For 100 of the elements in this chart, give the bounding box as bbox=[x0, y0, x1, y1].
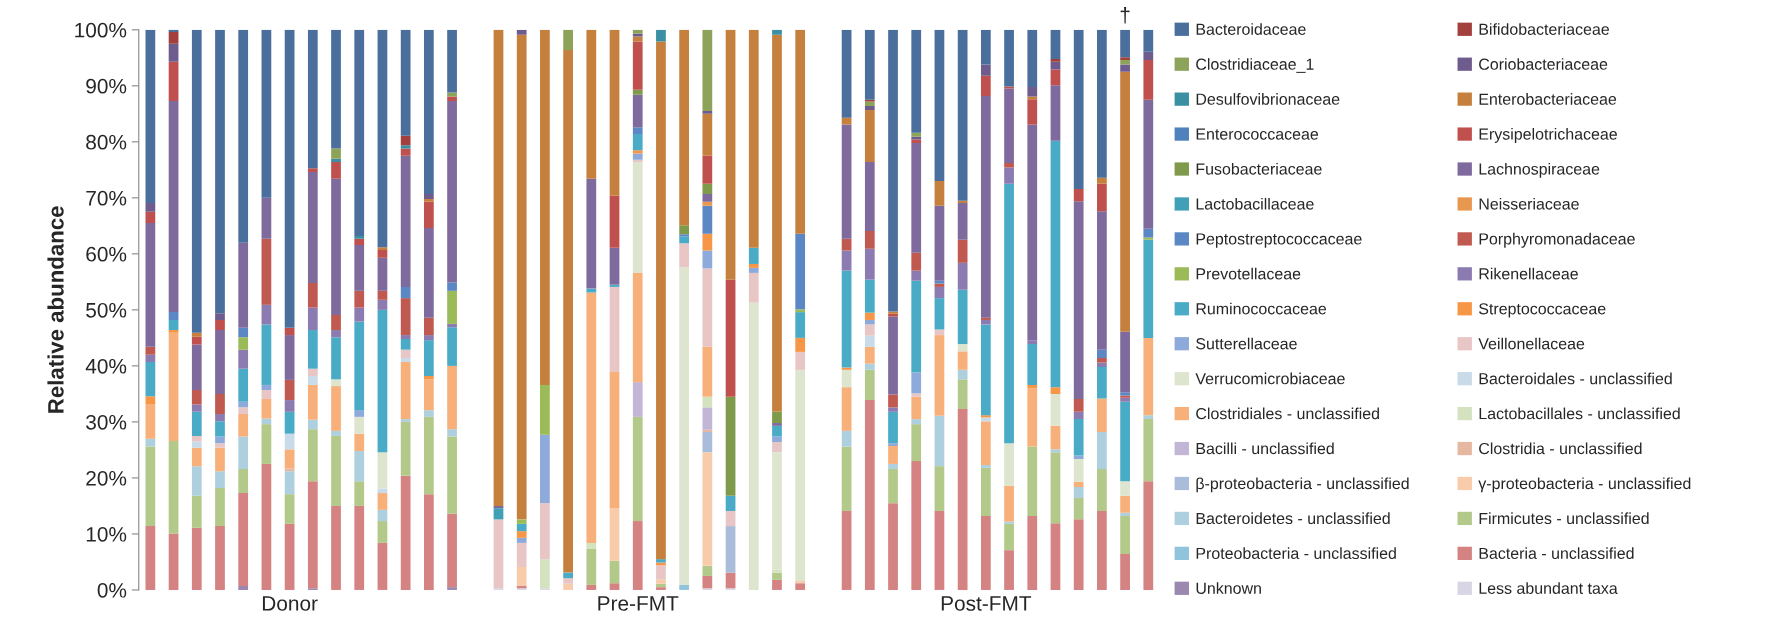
bar bbox=[1050, 425, 1061, 450]
bar bbox=[238, 327, 249, 338]
bar bbox=[702, 111, 713, 114]
bar bbox=[1143, 337, 1154, 416]
bar bbox=[516, 542, 527, 567]
bar bbox=[748, 247, 759, 264]
bar bbox=[191, 441, 202, 448]
bar bbox=[609, 560, 620, 584]
bar bbox=[1004, 443, 1014, 486]
bar bbox=[679, 234, 690, 237]
bar bbox=[516, 537, 527, 543]
bar bbox=[516, 34, 527, 520]
bar bbox=[957, 344, 968, 352]
bar bbox=[377, 249, 388, 258]
bar bbox=[702, 268, 713, 347]
legend-label: β-proteobacteria - unclassified bbox=[1196, 477, 1409, 493]
bar bbox=[609, 195, 620, 248]
bar bbox=[447, 29, 457, 93]
bar bbox=[354, 238, 365, 245]
bar bbox=[377, 452, 388, 489]
legend-label: Erysipelotrichaceae bbox=[1479, 128, 1617, 143]
bar bbox=[725, 29, 736, 280]
bar bbox=[1073, 29, 1084, 189]
bar bbox=[1050, 29, 1061, 59]
bar bbox=[215, 313, 225, 320]
bar bbox=[540, 29, 550, 385]
bar bbox=[516, 523, 527, 532]
bar bbox=[864, 324, 875, 336]
bar bbox=[957, 351, 968, 370]
bar bbox=[888, 503, 898, 590]
bar bbox=[632, 127, 643, 134]
bar bbox=[331, 430, 341, 436]
bar bbox=[888, 407, 898, 412]
bar bbox=[725, 510, 736, 527]
bar bbox=[563, 578, 573, 584]
legend-label: Bifidobacteriaceae bbox=[1479, 23, 1609, 35]
bar bbox=[191, 389, 202, 405]
bar bbox=[354, 416, 365, 434]
bar bbox=[632, 94, 643, 128]
legend-label: Bacilli - unclassified bbox=[1196, 442, 1334, 455]
bar bbox=[586, 292, 597, 543]
bar bbox=[980, 415, 991, 418]
bar bbox=[864, 162, 875, 231]
bar bbox=[795, 309, 806, 313]
bar bbox=[702, 205, 713, 234]
legend-label: Clostridia - unclassified bbox=[1479, 442, 1642, 455]
legend-label: Lachnospiraceae bbox=[1479, 162, 1600, 178]
y-tick-label: 20% bbox=[86, 470, 127, 486]
bar bbox=[1027, 124, 1038, 341]
legend-label: Neisseriaceae bbox=[1479, 197, 1579, 210]
bar bbox=[864, 369, 875, 401]
legend-label: Lactobacillaceae bbox=[1196, 197, 1314, 210]
bar bbox=[423, 228, 434, 318]
bar bbox=[1004, 485, 1014, 522]
bar bbox=[1097, 177, 1107, 184]
bar bbox=[238, 586, 249, 590]
bar bbox=[238, 407, 249, 415]
bar bbox=[911, 393, 922, 397]
bar bbox=[1097, 349, 1107, 359]
bar bbox=[307, 29, 318, 169]
y-tick-label: 90% bbox=[86, 78, 127, 94]
bar bbox=[145, 361, 156, 397]
bar bbox=[632, 150, 643, 154]
legend-label: Rikenellaceae bbox=[1479, 267, 1578, 280]
bar bbox=[284, 523, 295, 590]
bar bbox=[1073, 455, 1084, 459]
bar bbox=[191, 527, 202, 590]
bar bbox=[772, 34, 782, 412]
bar bbox=[238, 349, 249, 369]
bar bbox=[331, 435, 341, 506]
bar bbox=[331, 158, 341, 162]
bar bbox=[911, 372, 922, 394]
y-tick-label: 100% bbox=[75, 22, 127, 38]
bar bbox=[1143, 415, 1154, 420]
bar bbox=[1120, 512, 1130, 517]
bar bbox=[168, 43, 179, 62]
bar bbox=[377, 257, 388, 291]
bar bbox=[191, 447, 202, 467]
bar bbox=[215, 319, 225, 331]
bar bbox=[911, 419, 922, 425]
bar bbox=[168, 312, 179, 320]
bar bbox=[795, 583, 806, 590]
bar bbox=[307, 368, 318, 376]
bar bbox=[957, 200, 968, 203]
legend-label: Bacteroidales - unclassified bbox=[1479, 372, 1672, 385]
bar bbox=[1004, 521, 1014, 524]
bar bbox=[447, 436, 457, 514]
bar bbox=[934, 510, 945, 590]
bar bbox=[656, 41, 666, 560]
bar bbox=[354, 29, 365, 236]
bar bbox=[934, 286, 945, 299]
bar bbox=[632, 382, 643, 417]
bar bbox=[632, 521, 643, 590]
bar bbox=[261, 424, 272, 464]
bar bbox=[284, 471, 295, 495]
bar bbox=[540, 384, 550, 435]
bar bbox=[261, 463, 272, 590]
bar bbox=[702, 396, 713, 408]
bar bbox=[145, 396, 156, 404]
bar bbox=[145, 526, 156, 590]
